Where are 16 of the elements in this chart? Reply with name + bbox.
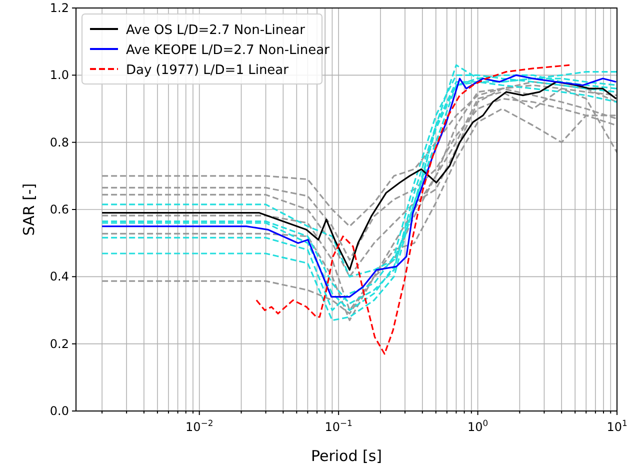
- y-tick-label: 1.2: [50, 1, 69, 15]
- y-tick-label: 0.8: [50, 135, 69, 150]
- y-tick-label: 0.2: [50, 336, 69, 351]
- x-tick-label: 10$^{0}$: [467, 418, 488, 434]
- y-tick-label: 0.0: [50, 404, 69, 418]
- y-tick-label: 0.6: [50, 202, 69, 216]
- legend-label: Ave KEOPE L/D=2.7 Non-Linear: [126, 43, 330, 58]
- legend-label: Day (1977) L/D=1 Linear: [126, 63, 290, 78]
- x-axis-title: Period [s]: [310, 447, 382, 465]
- legend-label: Ave OS L/D=2.7 Non-Linear: [126, 23, 306, 38]
- x-tick-label: 10$^{−1}$: [324, 418, 352, 434]
- x-tick-label: 10$^{1}$: [606, 418, 628, 434]
- y-tick-label: 0.4: [50, 270, 69, 284]
- x-tick-label: 10$^{−2}$: [186, 418, 214, 434]
- y-tick-label: 1.0: [50, 68, 69, 82]
- y-axis-title: SAR [-]: [20, 183, 38, 236]
